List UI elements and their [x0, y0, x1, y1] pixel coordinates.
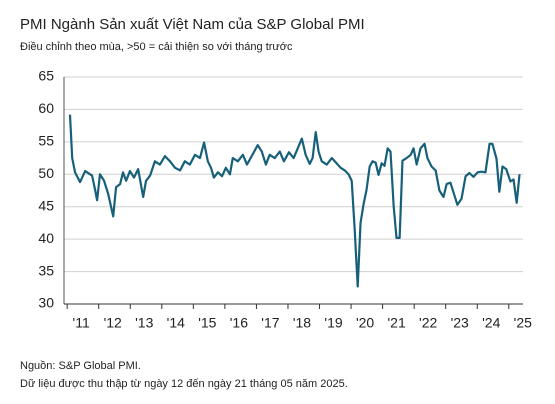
- x-tick-label: '23: [451, 315, 469, 331]
- y-tick-label: 45: [38, 197, 54, 213]
- x-tick-label: '12: [104, 315, 122, 331]
- x-tick-label: '21: [387, 315, 405, 331]
- chart-subtitle: Điều chỉnh theo mùa, >50 = cải thiện so …: [20, 41, 293, 53]
- y-tick-label: 40: [38, 230, 54, 246]
- y-tick-label: 50: [38, 165, 54, 181]
- y-tick-label: 35: [38, 262, 54, 278]
- x-tick-label: '16: [230, 315, 248, 331]
- x-tick-label: '17: [261, 315, 279, 331]
- y-tick-label: 60: [38, 100, 54, 116]
- x-tick-label: '22: [419, 315, 437, 331]
- y-tick-label: 30: [38, 295, 54, 311]
- x-tick-label: '24: [482, 315, 500, 331]
- pmi-line: [68, 114, 521, 288]
- y-tick-label: 55: [38, 133, 54, 149]
- y-tick-label: 65: [38, 68, 54, 84]
- data-note: Dữ liệu được thu thập từ ngày 12 đến ngà…: [20, 378, 348, 390]
- x-tick-label: '20: [356, 315, 374, 331]
- source-note: Nguồn: S&P Global PMI.: [20, 360, 141, 372]
- x-tick-label: '13: [135, 315, 153, 331]
- x-tick-label: '25: [514, 315, 532, 331]
- x-tick-label: '19: [324, 315, 342, 331]
- x-tick-label: '11: [73, 315, 90, 331]
- chart-title: PMI Ngành Sản xuất Việt Nam của S&P Glob…: [20, 16, 365, 33]
- x-tick-label: '14: [167, 315, 185, 331]
- x-tick-label: '18: [293, 315, 311, 331]
- x-tick-label: '15: [198, 315, 216, 331]
